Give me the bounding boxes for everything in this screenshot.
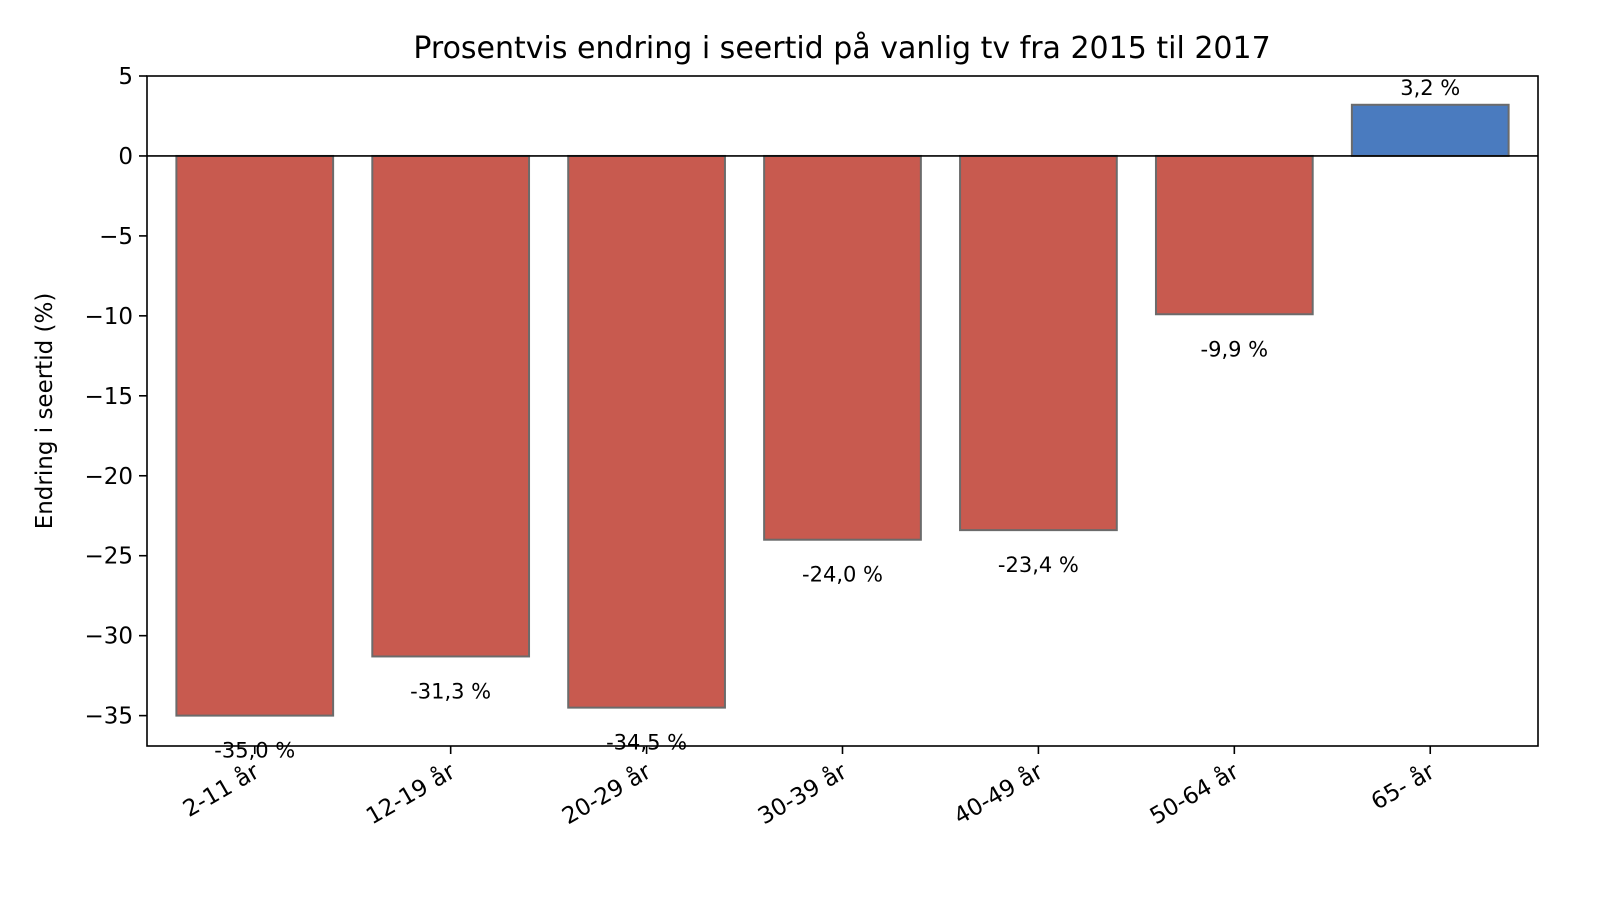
x-tick-label: 12-19 år (361, 757, 460, 830)
bar (1350, 103, 1510, 157)
chart-title: Prosentvis endring i seertid på vanlig t… (413, 31, 1270, 66)
x-tick-label: 20-29 år (557, 757, 656, 830)
y-axis-label: Endring i seertid (%) (32, 293, 58, 530)
bar (567, 154, 726, 709)
x-tick-label: 2-11 år (178, 757, 264, 823)
bar (371, 154, 531, 658)
value-labels: -35,0 % -31,3 % -34,5 % -24,0 % -23,4 % -9,9 … (214, 76, 1460, 763)
data-label: -23,4 % (998, 553, 1079, 577)
y-tick-label: 5 (118, 64, 133, 90)
bars-layer (175, 103, 1510, 717)
y-tick-label: −35 (84, 704, 133, 730)
data-label: -34,5 % (606, 731, 687, 755)
bar (1154, 154, 1314, 316)
x-axis: 2-11 år 12-19 år 20-29 år 30-39 år 40-49 år 5… (178, 746, 1440, 830)
y-tick-label: −5 (99, 224, 133, 250)
y-tick-label: −30 (84, 624, 133, 650)
x-tick-label: 65- år (1366, 757, 1440, 816)
y-axis: 5 0 −5 −10 −15 −20 −25 −30 −35 (84, 64, 147, 730)
y-tick-label: −10 (84, 304, 133, 330)
bar (175, 154, 335, 717)
data-label: -24,0 % (802, 563, 883, 587)
data-label: -35,0 % (214, 739, 295, 763)
data-label: -31,3 % (410, 679, 491, 703)
y-tick-label: −25 (84, 544, 133, 570)
y-tick-label: −15 (84, 384, 133, 410)
data-label: 3,2 % (1400, 76, 1460, 100)
x-tick-label: 40-49 år (949, 757, 1048, 830)
bar (763, 154, 922, 541)
y-tick-label: 0 (118, 144, 133, 170)
bar (959, 154, 1118, 532)
x-tick-label: 30-39 år (753, 757, 852, 830)
x-tick-label: 50-64 år (1145, 757, 1244, 830)
y-tick-label: −20 (84, 464, 133, 490)
data-label: -9,9 % (1201, 337, 1269, 361)
